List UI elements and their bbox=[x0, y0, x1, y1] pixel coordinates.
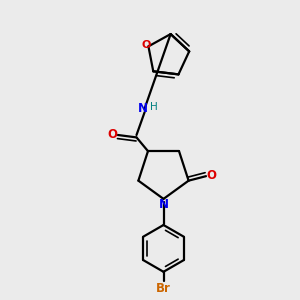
Text: O: O bbox=[141, 40, 151, 50]
Text: H: H bbox=[150, 102, 158, 112]
Text: Br: Br bbox=[156, 281, 171, 295]
Text: N: N bbox=[159, 197, 169, 211]
Text: O: O bbox=[206, 169, 216, 182]
Text: O: O bbox=[108, 128, 118, 141]
Text: N: N bbox=[138, 102, 148, 115]
